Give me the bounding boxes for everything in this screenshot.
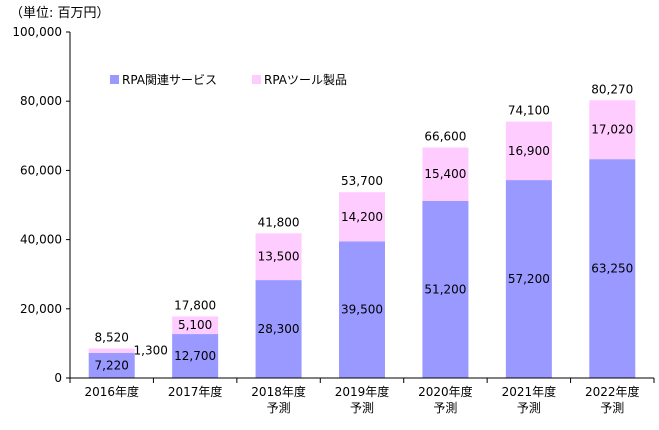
value-label-service: 51,200 (424, 282, 466, 296)
y-tick-label: 0 (54, 371, 62, 385)
bar-segment-service (505, 180, 552, 378)
x-category-label: 予測 (433, 401, 457, 415)
value-label-tool: 13,500 (258, 250, 300, 264)
y-tick-label: 100,000 (12, 25, 62, 39)
y-tick-label: 60,000 (20, 163, 62, 177)
y-tick-label: 20,000 (20, 302, 62, 316)
unit-label: （単位: 百万円） (10, 5, 110, 21)
value-label-service: 63,250 (591, 262, 633, 276)
x-category-label: 2017年度 (168, 384, 223, 399)
labels-layer: 7,220 1,300 8,520 2016年度 12,700 5,100 17,800 20… (84, 82, 639, 415)
total-label: 53,700 (341, 174, 383, 188)
bar-segment-service (172, 334, 219, 378)
bar-segment-service (88, 353, 135, 378)
legend-label: RPAツール製品 (264, 73, 347, 87)
axes-layer: 0 20,000 40,000 60,000 80,000 100,000 (12, 25, 655, 385)
bar-segment-tool (255, 233, 302, 281)
value-label-service: 28,300 (258, 322, 300, 336)
value-label-tool: 15,400 (424, 167, 466, 181)
value-label-service: 57,200 (508, 272, 550, 286)
bar-segment-tool (422, 147, 469, 201)
bar-segment-service (589, 159, 636, 378)
x-category-label: 予測 (267, 401, 291, 415)
bar-segment-service (339, 241, 385, 378)
bar-segment-tool (589, 100, 636, 160)
x-category-label: 予測 (600, 401, 624, 415)
total-label: 80,270 (591, 82, 633, 96)
x-category-label: 2021年度 (502, 384, 557, 399)
x-category-label: 2022年度 (585, 384, 640, 399)
x-category-label: 2018年度 (251, 384, 306, 399)
x-category-label: 2016年度 (84, 384, 139, 399)
value-label-tool: 5,100 (178, 318, 212, 332)
legend-swatch (110, 75, 119, 84)
y-tick-label: 80,000 (20, 94, 62, 108)
value-label-tool: 17,020 (591, 123, 633, 137)
value-label-service: 12,700 (174, 349, 216, 363)
bar-segment-tool (339, 192, 385, 242)
total-label: 17,800 (174, 298, 216, 312)
bar-segment-service (422, 200, 469, 378)
value-label-tool: 1,300 (134, 344, 168, 358)
bar-segment-service (255, 280, 302, 378)
total-label: 8,520 (95, 331, 129, 345)
total-label: 66,600 (424, 130, 466, 144)
total-label: 74,100 (508, 104, 550, 118)
bar-segment-tool (505, 121, 552, 181)
total-label: 41,800 (258, 215, 300, 229)
x-category-label: 2019年度 (335, 384, 390, 399)
bars-layer (88, 100, 636, 378)
bar-segment-tool (88, 348, 135, 354)
x-category-label: 予測 (517, 401, 541, 415)
legend-label: RPA関連サービス (122, 73, 217, 87)
value-label-service: 7,220 (95, 359, 129, 373)
x-category-label: 2020年度 (418, 384, 473, 399)
value-label-tool: 16,900 (508, 144, 550, 158)
y-tick-label: 40,000 (20, 233, 62, 247)
legend-swatch (252, 75, 261, 84)
legend: RPA関連サービス RPAツール製品 (110, 73, 347, 87)
value-label-service: 39,500 (341, 303, 383, 317)
bar-segment-tool (172, 316, 219, 335)
x-category-label: 予測 (350, 401, 374, 415)
value-label-tool: 14,200 (341, 210, 383, 224)
